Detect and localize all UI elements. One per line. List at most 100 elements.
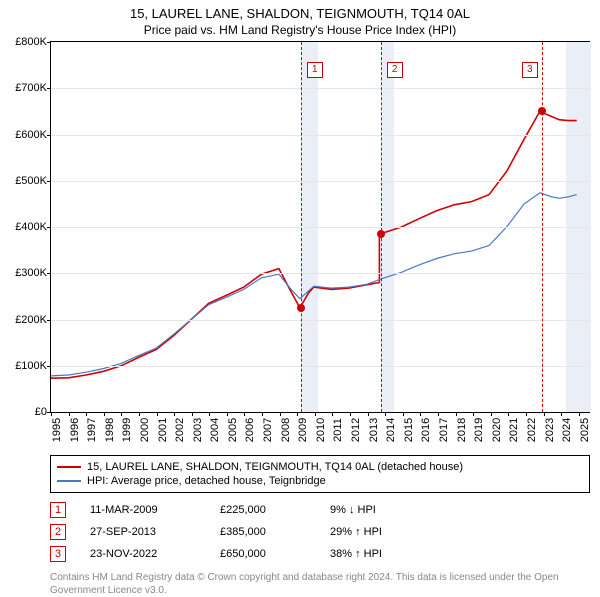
xtick-label: 1997 — [86, 418, 98, 442]
xtick-label: 2010 — [315, 418, 327, 442]
xtick-mark — [526, 412, 527, 416]
xtick-mark — [174, 412, 175, 416]
xtick-mark — [561, 412, 562, 416]
xtick-mark — [473, 412, 474, 416]
ytick-label: £700K — [15, 82, 47, 94]
xtick-mark — [491, 412, 492, 416]
xtick-mark — [192, 412, 193, 416]
event-line — [381, 42, 382, 412]
ytick-label: £800K — [15, 36, 47, 48]
xtick-mark — [297, 412, 298, 416]
ytick-label: £600K — [15, 129, 47, 141]
ytick-mark — [47, 227, 51, 228]
xtick-label: 2001 — [157, 418, 169, 442]
ytick-mark — [47, 135, 51, 136]
xtick-label: 2017 — [438, 418, 450, 442]
xtick-mark — [438, 412, 439, 416]
gridline — [51, 320, 589, 321]
xtick-mark — [544, 412, 545, 416]
events-table: 111-MAR-2009£225,0009% ↓ HPI227-SEP-2013… — [50, 499, 590, 565]
chart-title: 15, LAUREL LANE, SHALDON, TEIGNMOUTH, TQ… — [0, 0, 600, 21]
event-row-price: £225,000 — [220, 504, 330, 516]
xtick-mark — [51, 412, 52, 416]
ytick-label: £100K — [15, 360, 47, 372]
legend-label: HPI: Average price, detached house, Teig… — [87, 475, 326, 487]
xtick-label: 2002 — [174, 418, 186, 442]
event-line — [301, 42, 302, 412]
event-row-num: 1 — [50, 502, 66, 518]
event-row-num: 3 — [50, 546, 66, 562]
xtick-label: 2018 — [456, 418, 468, 442]
series-property — [51, 111, 577, 378]
xtick-label: 2024 — [561, 418, 573, 442]
xtick-label: 2015 — [403, 418, 415, 442]
xtick-label: 2025 — [579, 418, 591, 442]
xtick-mark — [579, 412, 580, 416]
xtick-mark — [385, 412, 386, 416]
xtick-mark — [121, 412, 122, 416]
event-row-date: 11-MAR-2009 — [90, 504, 220, 516]
ytick-mark — [47, 181, 51, 182]
event-dot — [538, 107, 546, 115]
xtick-mark — [104, 412, 105, 416]
gridline — [51, 88, 589, 89]
ytick-label: £400K — [15, 221, 47, 233]
xtick-mark — [350, 412, 351, 416]
xtick-label: 2016 — [420, 418, 432, 442]
xtick-mark — [209, 412, 210, 416]
xtick-label: 2005 — [227, 418, 239, 442]
xtick-label: 2000 — [139, 418, 151, 442]
xtick-mark — [227, 412, 228, 416]
event-row-pct: 38% ↑ HPI — [330, 548, 382, 560]
event-marker: 1 — [307, 62, 323, 78]
event-line — [542, 42, 543, 412]
event-row-date: 23-NOV-2022 — [90, 548, 220, 560]
ytick-label: £300K — [15, 267, 47, 279]
event-row: 323-NOV-2022£650,00038% ↑ HPI — [50, 543, 590, 565]
event-row-num: 2 — [50, 524, 66, 540]
xtick-mark — [157, 412, 158, 416]
xtick-label: 1999 — [121, 418, 133, 442]
xtick-label: 2007 — [262, 418, 274, 442]
event-marker: 2 — [387, 62, 403, 78]
xtick-label: 2014 — [385, 418, 397, 442]
xtick-label: 2022 — [526, 418, 538, 442]
gridline — [51, 366, 589, 367]
event-dot — [377, 230, 385, 238]
xtick-label: 1998 — [104, 418, 116, 442]
xtick-mark — [139, 412, 140, 416]
event-row: 2 27-SEP-2013£385,00029% ↑ HPI — [50, 521, 590, 543]
series-hpi — [51, 193, 577, 376]
ytick-mark — [47, 366, 51, 367]
xtick-label: 2020 — [491, 418, 503, 442]
xtick-label: 2023 — [544, 418, 556, 442]
xtick-mark — [86, 412, 87, 416]
legend-label: 15, LAUREL LANE, SHALDON, TEIGNMOUTH, TQ… — [87, 461, 463, 473]
xtick-label: 2012 — [350, 418, 362, 442]
event-marker: 3 — [522, 62, 538, 78]
xtick-label: 2021 — [508, 418, 520, 442]
event-row-pct: 29% ↑ HPI — [330, 526, 382, 538]
ytick-label: £200K — [15, 314, 47, 326]
xtick-label: 2003 — [192, 418, 204, 442]
xtick-mark — [262, 412, 263, 416]
xtick-mark — [403, 412, 404, 416]
ytick-mark — [47, 273, 51, 274]
legend-row: 15, LAUREL LANE, SHALDON, TEIGNMOUTH, TQ… — [57, 460, 583, 474]
ytick-mark — [47, 42, 51, 43]
footer-note: Contains HM Land Registry data © Crown c… — [50, 571, 590, 597]
event-row-date: 27-SEP-2013 — [90, 526, 220, 538]
xtick-label: 2009 — [297, 418, 309, 442]
xtick-label: 2004 — [209, 418, 221, 442]
xtick-label: 2019 — [473, 418, 485, 442]
chart-container: 15, LAUREL LANE, SHALDON, TEIGNMOUTH, TQ… — [0, 0, 600, 590]
xtick-mark — [508, 412, 509, 416]
xtick-label: 1995 — [51, 418, 63, 442]
event-row-price: £385,000 — [220, 526, 330, 538]
xtick-mark — [280, 412, 281, 416]
xtick-mark — [332, 412, 333, 416]
ytick-mark — [47, 320, 51, 321]
chart-plot-area: £0£100K£200K£300K£400K£500K£600K£700K£80… — [50, 41, 590, 413]
event-row: 111-MAR-2009£225,0009% ↓ HPI — [50, 499, 590, 521]
gridline — [51, 273, 589, 274]
